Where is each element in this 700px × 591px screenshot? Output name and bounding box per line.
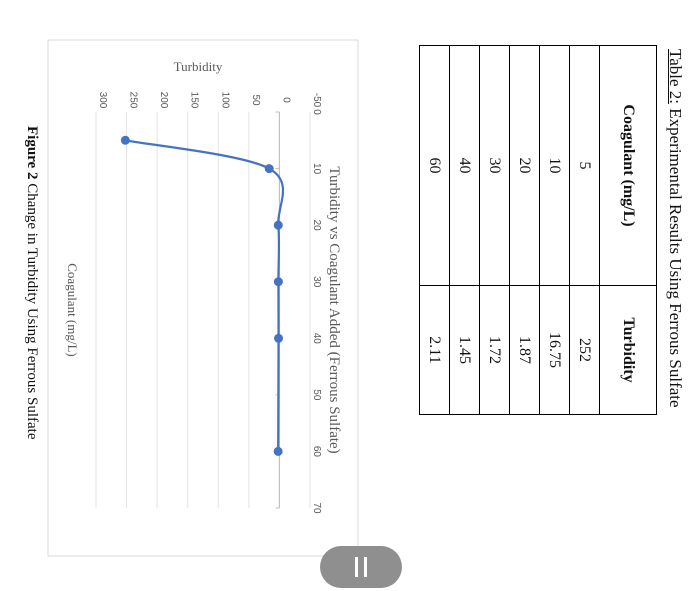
data-point [273, 446, 283, 456]
cell-coagulant: 60 [419, 45, 450, 286]
data-point [264, 164, 274, 174]
x-tick-label: 0 [311, 109, 322, 115]
data-point [120, 135, 130, 145]
y-tick-label: 200 [158, 92, 169, 109]
cell-turbidity: 2.11 [419, 285, 450, 415]
cell-coagulant: 20 [509, 45, 540, 286]
cell-turbidity: 1.72 [479, 285, 510, 415]
x-tick-label: 20 [311, 220, 322, 232]
cell-turbidity: 16.75 [539, 285, 570, 415]
x-axis-label: Coagulant (mg/L) [65, 263, 80, 357]
y-tick-label: 300 [97, 92, 108, 109]
table-header-row: Coagulant (mg/L) Turbidity [599, 45, 657, 415]
data-point [274, 333, 284, 343]
cell-turbidity: 1.45 [449, 285, 480, 415]
data-point [273, 220, 283, 230]
results-table: Coagulant (mg/L) Turbidity 5 252 10 16.75 … [419, 45, 657, 415]
header-turbidity: Turbidity [599, 285, 657, 415]
x-tick-label: 50 [311, 389, 322, 401]
cell-coagulant: 10 [539, 45, 570, 286]
x-tick-label: 60 [311, 446, 322, 458]
header-coagulant: Coagulant (mg/L) [599, 45, 657, 286]
y-tick-label: 250 [128, 92, 139, 109]
table-row: 20 1.87 [509, 45, 540, 415]
scroll-pill-button[interactable] [320, 546, 402, 588]
chart-frame [47, 39, 359, 557]
cell-coagulant: 30 [479, 45, 510, 286]
table-caption: Table 2: Experimental Results Using Ferr… [665, 49, 685, 495]
x-tick-label: 10 [311, 163, 322, 175]
chart-title: Turbidity vs Coagulant Added (Ferrous Su… [326, 166, 342, 453]
cell-coagulant: 40 [449, 45, 480, 286]
table-row: 60 2.11 [419, 45, 450, 415]
figure-caption-text: Change in Turbidity Using Ferrous Sulfat… [24, 179, 40, 440]
y-tick-label: 50 [250, 94, 261, 106]
y-tick-label: 0 [280, 97, 291, 103]
cell-turbidity: 1.87 [509, 285, 540, 415]
table-row: 40 1.45 [449, 45, 480, 415]
cell-turbidity: 252 [569, 285, 600, 415]
x-tick-label: 40 [311, 333, 322, 345]
cell-coagulant: 5 [569, 45, 600, 286]
y-tick-label: 100 [219, 92, 230, 109]
table-row: 10 16.75 [539, 45, 570, 415]
y-tick-label: 150 [189, 92, 200, 109]
y-axis-label: Turbidity [174, 59, 223, 74]
results-table-block: Table 2: Experimental Results Using Ferr… [405, 45, 685, 495]
x-tick-label: 70 [311, 502, 322, 514]
figure-caption: Figure 2 Change in Turbidity Using Ferro… [23, 126, 40, 439]
x-tick-label: 30 [311, 276, 322, 288]
data-point [273, 277, 283, 287]
series-line [125, 139, 285, 452]
table-row: 30 1.72 [479, 45, 510, 415]
pause-icon-bar [364, 557, 367, 577]
table-caption-text: Experimental Results Using Ferrous Sulfa… [666, 103, 685, 408]
figure-caption-label: Figure 2 [24, 126, 40, 180]
table-caption-label: Table 2: [666, 49, 685, 104]
table-row: 5 252 [569, 45, 600, 415]
y-tick-label: -50 [311, 93, 322, 108]
pause-icon-bar [355, 557, 358, 577]
